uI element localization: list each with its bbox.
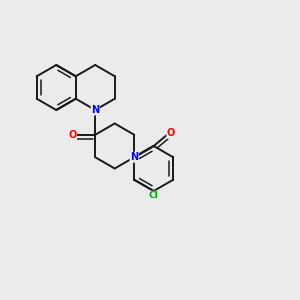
Text: O: O [167,128,175,138]
Text: N: N [91,105,99,115]
Text: N: N [130,152,138,162]
Text: Cl: Cl [149,191,159,200]
Text: O: O [68,130,76,140]
